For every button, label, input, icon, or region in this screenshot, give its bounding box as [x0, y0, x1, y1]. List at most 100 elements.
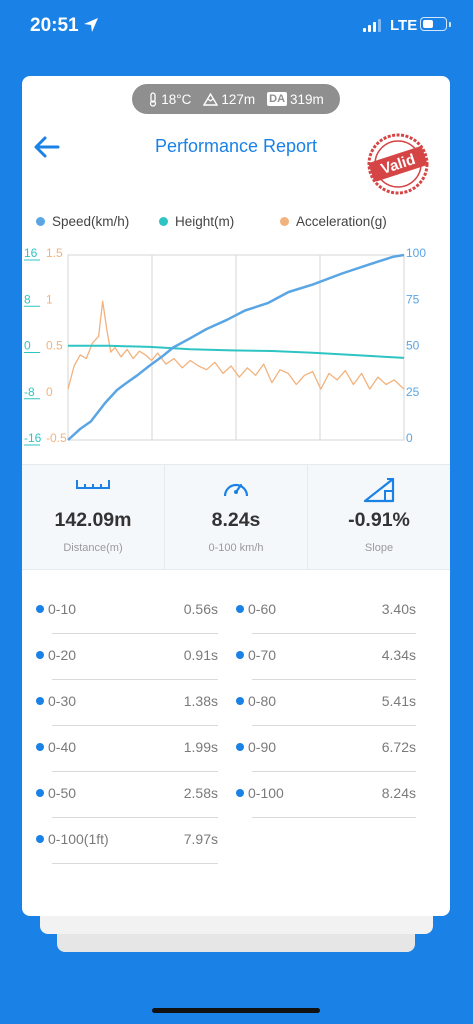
split-label: 0-100 — [248, 785, 284, 801]
split-divider — [252, 679, 416, 680]
split-dot — [36, 789, 44, 797]
height-tick-label: 16 — [24, 246, 38, 260]
split-divider — [252, 725, 416, 726]
split-time: 0.91s — [183, 647, 218, 663]
split-divider — [52, 771, 218, 772]
split-label: 0-70 — [248, 647, 277, 663]
split-time: 4.34s — [381, 647, 416, 663]
signal-icon — [363, 19, 381, 32]
split-row: 0-30 1.38s — [36, 680, 218, 726]
split-row: 0-80 5.41s — [236, 680, 416, 726]
stat-label: 0-100 km/h — [208, 542, 264, 554]
altitude-value: 127m — [221, 91, 256, 107]
split-dot — [236, 743, 244, 751]
legend-label: Speed(km/h) — [52, 214, 130, 229]
split-time: 1.38s — [183, 693, 218, 709]
height-tick-label: 8 — [24, 292, 31, 306]
performance-chart: 16 8 0 -8 -16 1.5 1 0.5 0 -0.5 100 75 50 25 0 — [24, 246, 426, 446]
chart-legend: Speed(km/h) Height(m) Acceleration(g) — [34, 214, 444, 234]
split-time: 3.40s — [381, 601, 416, 617]
battery-icon — [420, 17, 451, 31]
split-time: 0.56s — [183, 601, 218, 617]
split-dot — [36, 651, 44, 659]
acceleration-tick-label: 1 — [46, 292, 53, 306]
stats-panel: 142.09m Distance(m) 8.24s 0-100 km/h -0.… — [22, 464, 450, 570]
stat-value: 142.09m — [54, 509, 132, 531]
legend-item-speed: Speed(km/h) — [36, 214, 129, 229]
split-row: 0-70 4.34s — [236, 634, 416, 680]
split-dot — [36, 835, 44, 843]
split-label: 0-60 — [248, 601, 277, 617]
split-dot — [236, 605, 244, 613]
split-time: 8.24s — [381, 785, 416, 801]
series-line-acceleration — [67, 300, 405, 390]
density-altitude: DA 319m — [267, 92, 324, 107]
status-time: 20:51 — [30, 15, 79, 36]
split-time: 7.97s — [183, 831, 218, 847]
speed-tick-label: 100 — [406, 246, 426, 260]
split-label: 0-40 — [48, 739, 77, 755]
series-line-speed — [67, 253, 405, 441]
split-divider — [252, 771, 416, 772]
stat-label: Distance(m) — [63, 542, 123, 554]
split-divider — [252, 817, 416, 818]
speed-tick-label: 50 — [406, 339, 420, 353]
split-row: 0-100(1ft) 7.97s — [36, 818, 218, 864]
split-label: 0-30 — [48, 693, 77, 709]
legend-dot — [159, 217, 168, 226]
split-label: 0-80 — [248, 693, 277, 709]
page-title: Performance Report — [154, 136, 318, 156]
height-tick-label: -8 — [24, 385, 35, 399]
split-row: 0-90 6.72s — [236, 726, 416, 772]
slope-icon — [363, 477, 395, 503]
split-divider — [52, 725, 218, 726]
location-arrow-icon — [84, 18, 98, 32]
split-row: 0-40 1.99s — [36, 726, 218, 772]
temperature: 18°C — [148, 92, 191, 107]
split-label: 0-10 — [48, 601, 77, 617]
legend-label: Acceleration(g) — [296, 214, 387, 229]
environment-pill: 18°C 127m DA 319m — [132, 84, 340, 114]
stat-distance: 142.09m Distance(m) — [22, 465, 164, 569]
height-tick-label: -16 — [24, 431, 42, 445]
split-divider — [52, 633, 218, 634]
stat-slope: -0.91% Slope — [307, 465, 450, 569]
acceleration-tick-label: -0.5 — [46, 431, 67, 445]
split-label: 0-90 — [248, 739, 277, 755]
legend-label: Height(m) — [175, 214, 235, 229]
thermometer-icon — [150, 91, 157, 107]
acceleration-tick-label: 0 — [46, 385, 53, 399]
speed-tick-label: 0 — [406, 431, 413, 445]
speedometer-icon — [223, 483, 249, 497]
status-bar: 20:51 LTE — [0, 0, 473, 52]
split-time: 1.99s — [183, 739, 218, 755]
split-divider — [252, 633, 416, 634]
split-row: 0-20 0.91s — [36, 634, 218, 680]
split-label: 0-20 — [48, 647, 77, 663]
split-time: 5.41s — [381, 693, 416, 709]
split-dot — [36, 743, 44, 751]
split-row: 0-50 2.58s — [36, 772, 218, 818]
back-arrow-icon[interactable] — [32, 132, 62, 162]
stat-label: Slope — [364, 542, 394, 554]
legend-item-acceleration: Acceleration(g) — [280, 214, 387, 229]
split-dot — [36, 697, 44, 705]
speed-tick-label: 75 — [406, 292, 420, 306]
home-indicator[interactable] — [152, 1008, 320, 1013]
split-label: 0-100(1ft) — [48, 831, 109, 847]
split-row: 0-10 0.56s — [36, 588, 218, 634]
temperature-value: 18°C — [161, 91, 192, 107]
split-row: 0-60 3.40s — [236, 588, 416, 634]
legend-dot — [280, 217, 289, 226]
split-label: 0-50 — [48, 785, 77, 801]
stat-value: 8.24s — [211, 509, 261, 531]
legend-item-height: Height(m) — [159, 214, 234, 229]
split-time: 6.72s — [381, 739, 416, 755]
height-tick-label: 0 — [24, 339, 31, 353]
series-line-height — [68, 344, 405, 359]
split-row: 0-100 8.24s — [236, 772, 416, 818]
legend-dot — [36, 217, 45, 226]
split-divider — [52, 817, 218, 818]
split-divider — [52, 679, 218, 680]
split-divider — [52, 863, 218, 864]
